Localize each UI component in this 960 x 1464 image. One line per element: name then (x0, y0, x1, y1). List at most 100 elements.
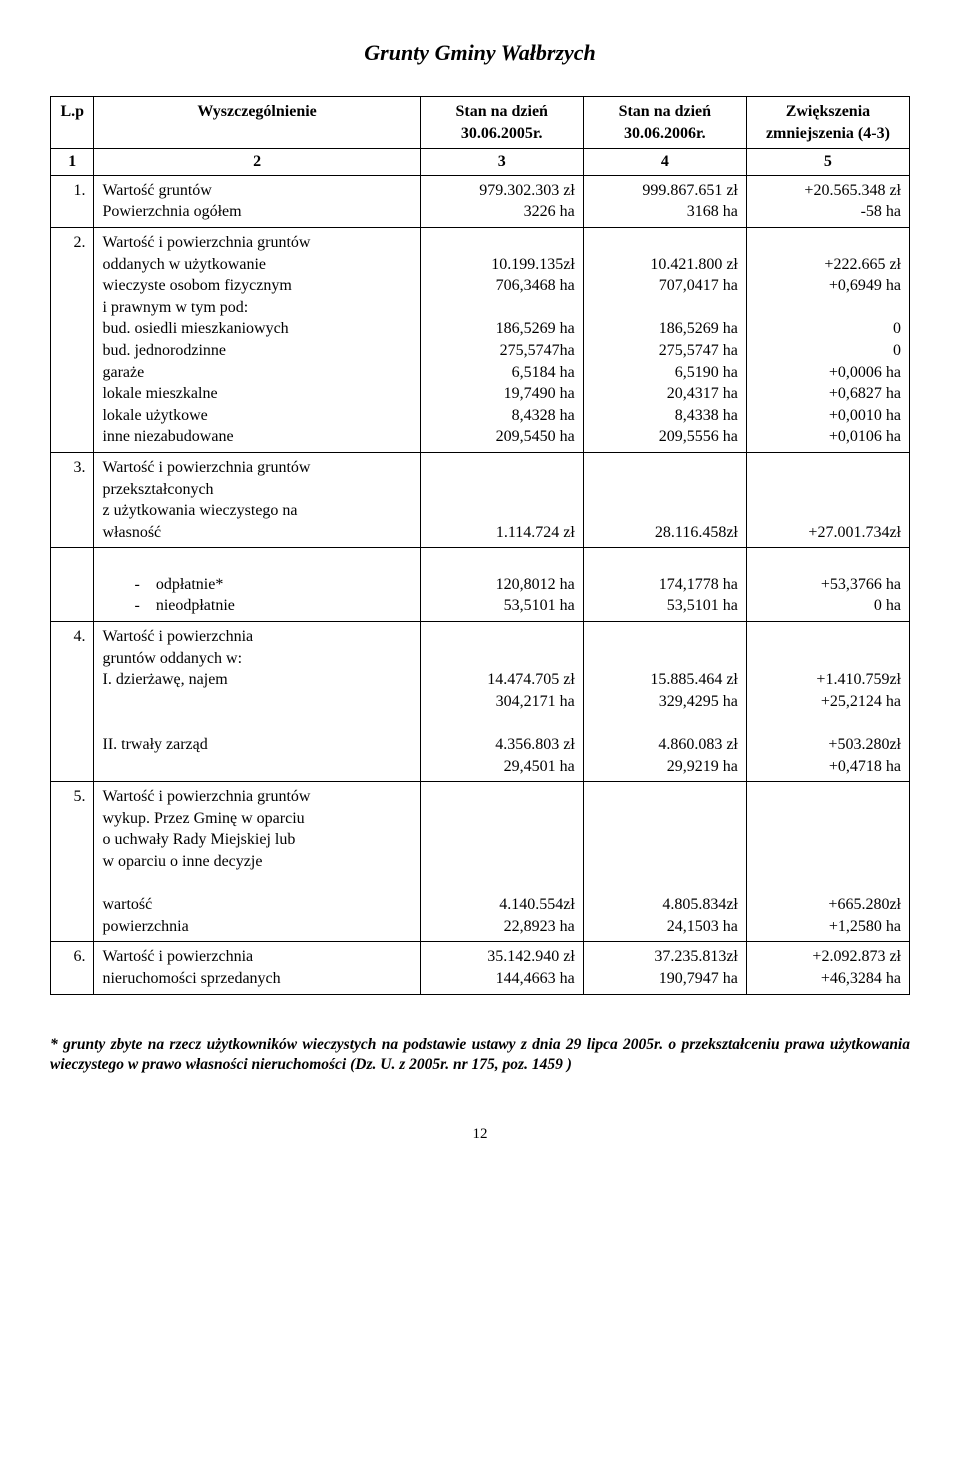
row4-c5: +1.410.759zł +25,2124 ha +503.280zł +0,4… (746, 622, 909, 782)
row6-c4: 37.235.813zł 190,7947 ha (583, 942, 746, 994)
colnum-2: 2 (94, 149, 420, 176)
row5-lp: 5. (51, 782, 94, 942)
row1-c3: 979.302.303 zł 3226 ha (420, 175, 583, 227)
row3b-c3: 120,8012 ha 53,5101 ha (420, 548, 583, 622)
row3b-spec: - odpłatnie* - nieodpłatnie (94, 548, 420, 622)
row3-l3: z użytkowania wieczystego na (102, 500, 411, 522)
row2-c4: 10.421.800 zł 707,0417 ha 186,5269 ha 27… (583, 227, 746, 452)
row4-c5-5a: +503.280zł (755, 734, 901, 756)
row2-l1: Wartość i powierzchnia gruntów (102, 232, 411, 254)
colnum-1: 1 (51, 149, 94, 176)
row3-d1-label: odpłatnie* (156, 576, 224, 593)
row2-c3-5: 186,5269 ha (429, 318, 575, 340)
row3-c3-d1: 120,8012 ha (429, 574, 575, 596)
row3-c3: 1.114.724 zł (420, 452, 583, 547)
row6-c4-1: 37.235.813zł (592, 946, 738, 968)
row6-l2: nieruchomości sprzedanych (102, 968, 411, 990)
row2-c4-7: 6,5190 ha (592, 362, 738, 384)
row4-l5: II. trwały zarząd (102, 734, 411, 756)
row1-l1: Wartość gruntów (102, 180, 411, 202)
row2-c4-8: 20,4317 ha (592, 383, 738, 405)
row2-l2: oddanych w użytkowanie (102, 254, 411, 276)
row4-c4: 15.885.464 zł 329,4295 ha 4.860.083 zł 2… (583, 622, 746, 782)
row5-c5-7: +1,2580 ha (755, 916, 901, 938)
row1-c5: +20.565.348 zł -58 ha (746, 175, 909, 227)
row2-c4-5: 186,5269 ha (592, 318, 738, 340)
row2-c5-8: +0,6827 ha (755, 383, 901, 405)
row4-c4-5b: 29,9219 ha (592, 756, 738, 778)
row4-c3: 14.474.705 zł 304,2171 ha 4.356.803 zł 2… (420, 622, 583, 782)
row2-c3-9: 8,4328 ha (429, 405, 575, 427)
row2-c5-7: +0,0006 ha (755, 362, 901, 384)
row5-c5: +665.280zł +1,2580 ha (746, 782, 909, 942)
row1-lp: 1. (51, 175, 94, 227)
header-lp: L.p (51, 97, 94, 149)
row2-l7: garaże (102, 362, 411, 384)
row4-l3: I. dzierżawę, najem (102, 669, 411, 691)
page-title: Grunty Gminy Wałbrzych (50, 40, 910, 66)
row3-c4: 28.116.458zł (583, 452, 746, 547)
row5-l1: Wartość i powierzchnia gruntów (102, 786, 411, 808)
row2-c3-6: 275,5747ha (429, 340, 575, 362)
row4-c5-3a: +1.410.759zł (755, 669, 901, 691)
row4-c3-5a: 4.356.803 zł (429, 734, 575, 756)
header-c3: Stan na dzień 30.06.2005r. (420, 97, 583, 149)
row2-c3-3: 706,3468 ha (429, 275, 575, 297)
row4-c3-3a: 14.474.705 zł (429, 669, 575, 691)
row3-c5-d2: 0 ha (755, 595, 901, 617)
row2-l5: bud. osiedli mieszkaniowych (102, 318, 411, 340)
row3-l1: Wartość i powierzchnia gruntów (102, 457, 411, 479)
row1-c5a: +20.565.348 zł (755, 180, 901, 202)
row4-c5-3b: +25,2124 ha (755, 691, 901, 713)
row6-c3: 35.142.940 zł 144,4663 ha (420, 942, 583, 994)
header-c5: Zwiększenia zmniejszenia (4-3) (746, 97, 909, 149)
row6-c5: +2.092.873 zł +46,3284 ha (746, 942, 909, 994)
row2-c5-6: 0 (755, 340, 901, 362)
row2-c3-2: 10.199.135zł (429, 254, 575, 276)
row6-c3-1: 35.142.940 zł (429, 946, 575, 968)
row3-dash2: - nieodpłatnie (102, 595, 411, 617)
row6-c3-2: 144,4663 ha (429, 968, 575, 990)
table-row: 4. Wartość i powierzchnia gruntów oddany… (51, 622, 910, 782)
row1-c4a: 999.867.651 zł (592, 180, 738, 202)
row2-c5: +222.665 zł +0,6949 ha 0 0 +0,0006 ha +0… (746, 227, 909, 452)
row1-c4: 999.867.651 zł 3168 ha (583, 175, 746, 227)
row6-lp: 6. (51, 942, 94, 994)
table-row: 6. Wartość i powierzchnia nieruchomości … (51, 942, 910, 994)
footnote: * grunty zbyte na rzecz użytkowników wie… (50, 1035, 910, 1077)
row5-l6: wartość (102, 894, 411, 916)
row1-c3b: 3226 ha (429, 201, 575, 223)
row5-c3-6: 4.140.554zł (429, 894, 575, 916)
header-spec: Wyszczególnienie (94, 97, 420, 149)
row4-l2: gruntów oddanych w: (102, 648, 411, 670)
row6-c4-2: 190,7947 ha (592, 968, 738, 990)
row2-c4-2: 10.421.800 zł (592, 254, 738, 276)
row6-spec: Wartość i powierzchnia nieruchomości spr… (94, 942, 420, 994)
row5-l2: wykup. Przez Gminę w oparciu (102, 808, 411, 830)
row3-c5: +27.001.734zł (746, 452, 909, 547)
row6-c5-1: +2.092.873 zł (755, 946, 901, 968)
row2-c5-5: 0 (755, 318, 901, 340)
row3-dash1: - odpłatnie* (102, 574, 411, 596)
row4-c3-5b: 29,4501 ha (429, 756, 575, 778)
table-row: 1. Wartość gruntów Powierzchnia ogółem 9… (51, 175, 910, 227)
row4-l1: Wartość i powierzchnia (102, 626, 411, 648)
row3-c4-4: 28.116.458zł (592, 522, 738, 544)
row5-c4-6: 4.805.834zł (592, 894, 738, 916)
data-table: L.p Wyszczególnienie Stan na dzień 30.06… (50, 96, 910, 995)
row5-c3: 4.140.554zł 22,8923 ha (420, 782, 583, 942)
row2-l4: i prawnym w tym pod: (102, 297, 411, 319)
row4-c4-3a: 15.885.464 zł (592, 669, 738, 691)
row5-l7: powierzchnia (102, 916, 411, 938)
row3-c5-d1: +53,3766 ha (755, 574, 901, 596)
row2-c5-3: +0,6949 ha (755, 275, 901, 297)
row2-spec: Wartość i powierzchnia gruntów oddanych … (94, 227, 420, 452)
row6-l1: Wartość i powierzchnia (102, 946, 411, 968)
page-number: 12 (50, 1126, 910, 1143)
row6-c5-2: +46,3284 ha (755, 968, 901, 990)
column-number-row: 1 2 3 4 5 (51, 149, 910, 176)
row1-spec: Wartość gruntów Powierzchnia ogółem (94, 175, 420, 227)
row3-lp: 3. (51, 452, 94, 547)
table-row: 3. Wartość i powierzchnia gruntów przeks… (51, 452, 910, 547)
row3-d2-label: nieodpłatnie (156, 597, 235, 614)
